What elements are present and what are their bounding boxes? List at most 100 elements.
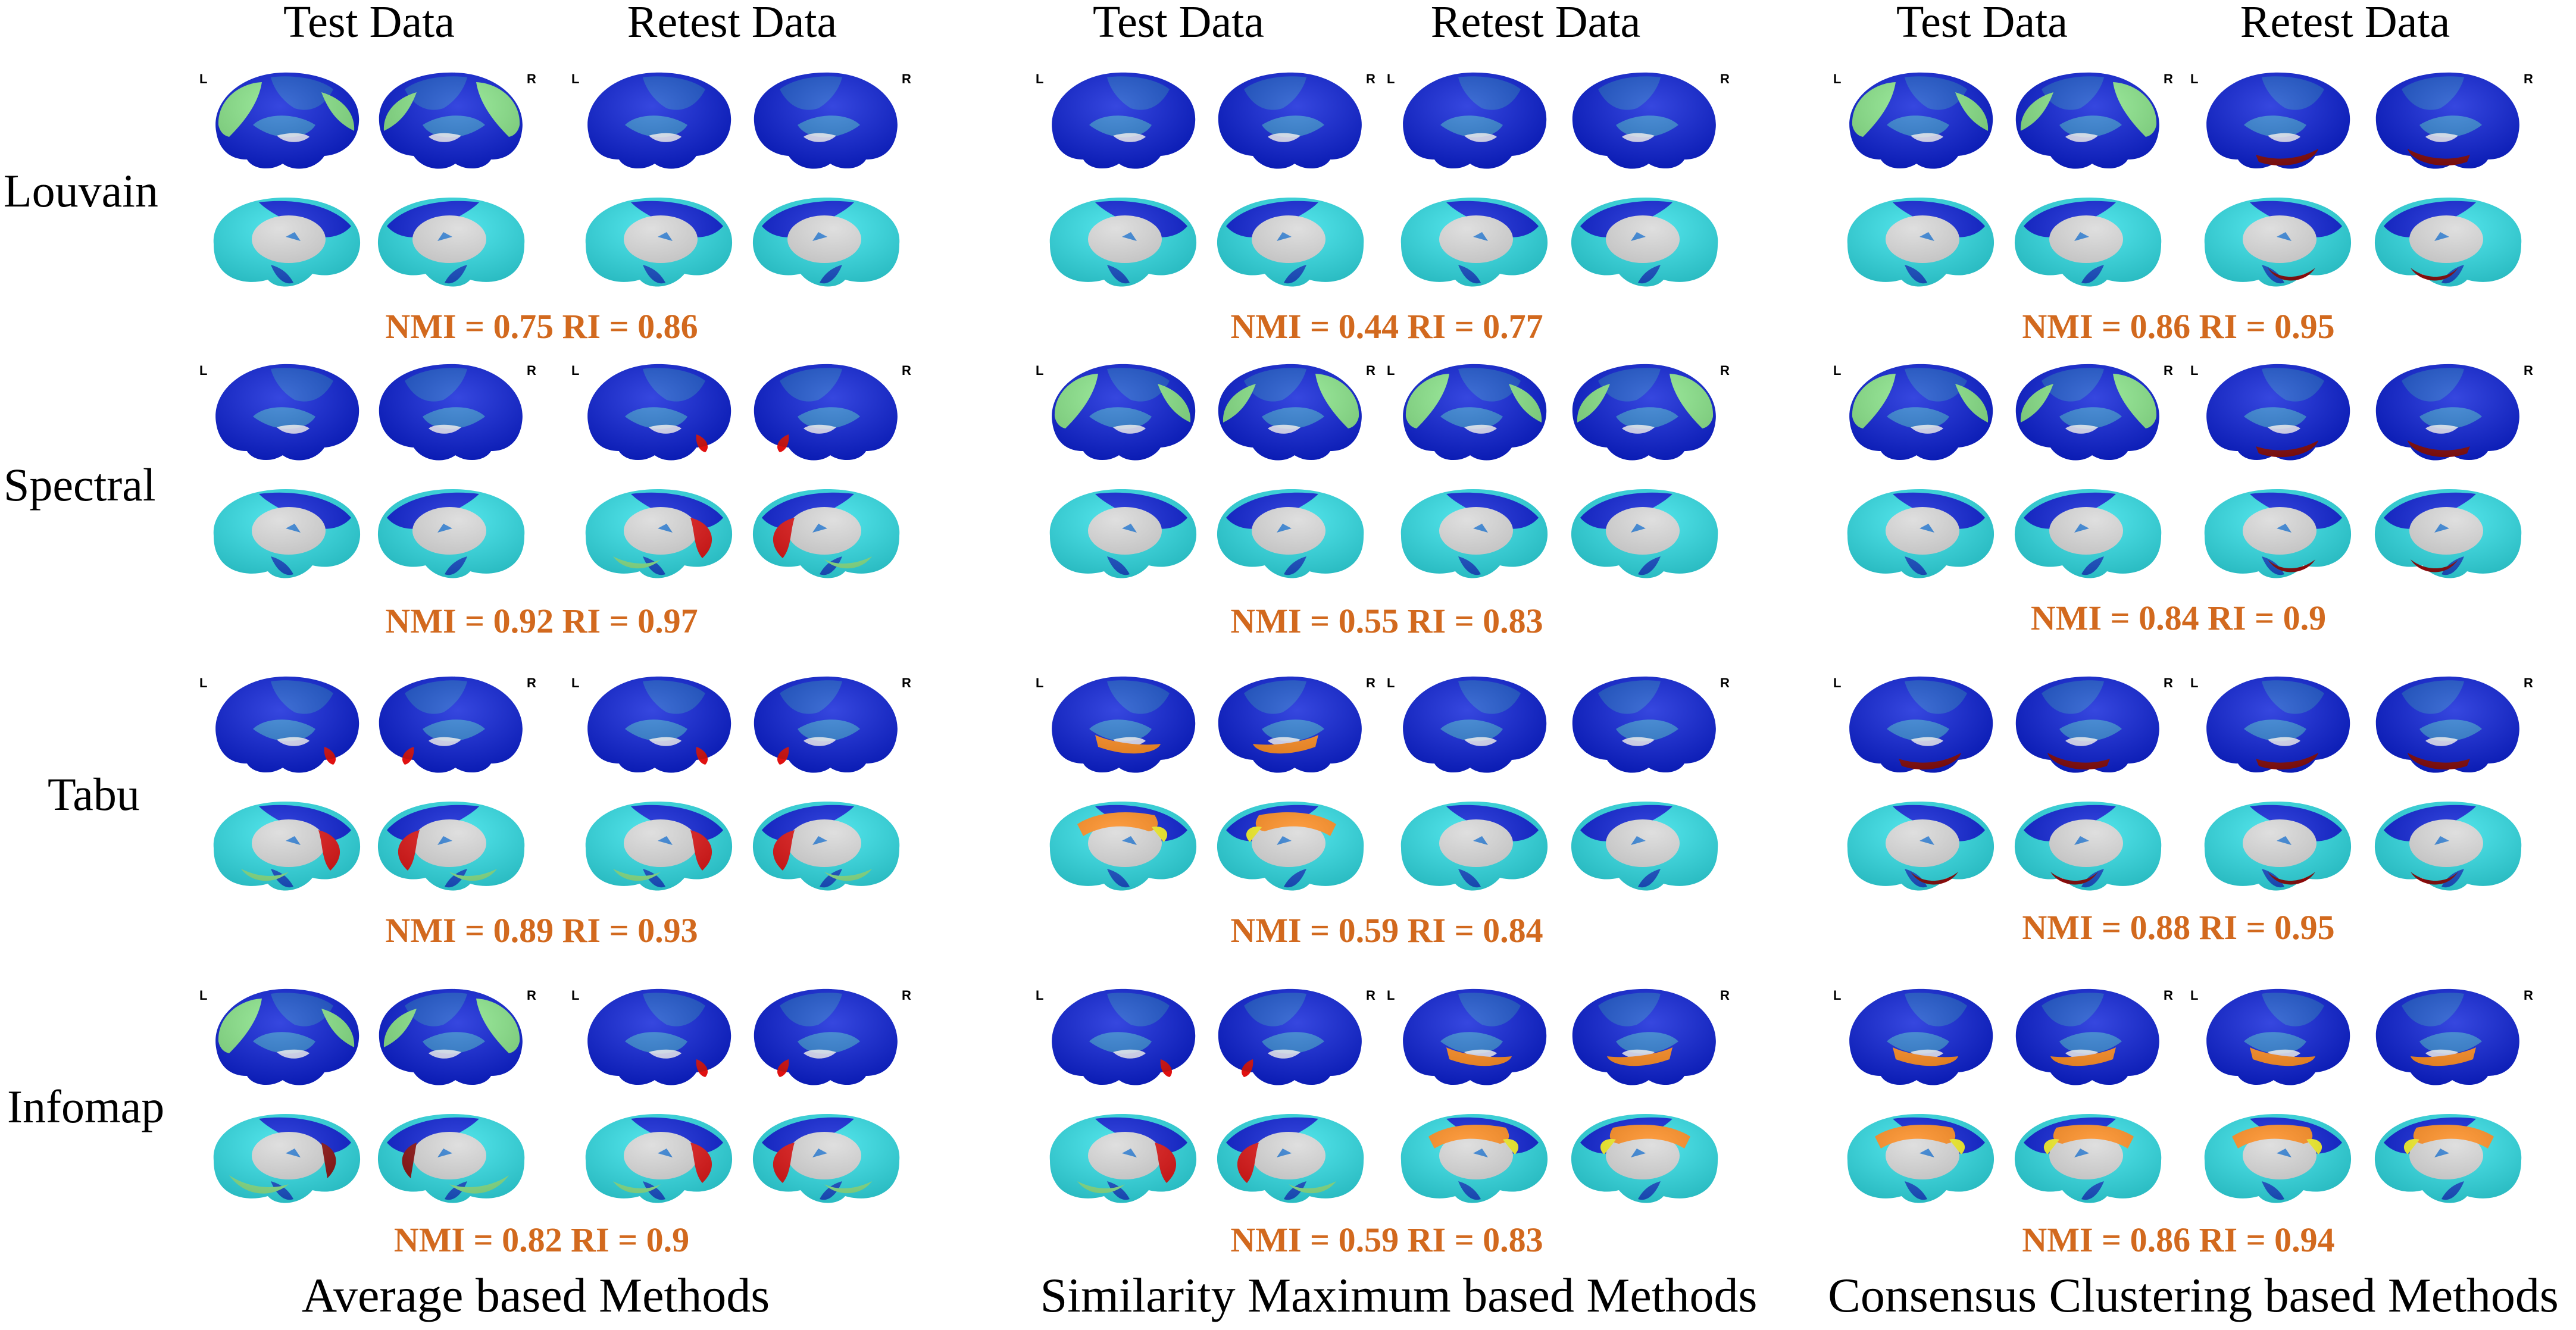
consensus-retest-medial-brain-tabu	[2369, 788, 2530, 905]
consensus-test-medial-brain-tabu	[1839, 788, 2000, 905]
hemisphere-right-label: R	[527, 363, 536, 378]
consensus-test-medial-brain-infomap	[1839, 1101, 2000, 1217]
hemisphere-right-label: R	[1720, 363, 1730, 378]
hemisphere-left-label: L	[199, 675, 208, 690]
consensus-test-lateral-brain-spectral	[1839, 357, 2000, 473]
consensus-test-lateral-brain-spectral	[2009, 357, 2169, 473]
similarity-retest-lateral-brain-infomap	[1393, 982, 1553, 1098]
hemisphere-right-label: R	[902, 675, 911, 690]
consensus-test-lateral-brain-louvain	[2009, 65, 2169, 181]
hemisphere-right-label: R	[1720, 675, 1730, 690]
consensus-retest-lateral-brain-tabu	[2196, 669, 2357, 786]
similarity-test-lateral-brain-spectral	[1042, 357, 1202, 473]
footer-consensus: Consensus Clustering based Methods	[1828, 1268, 2559, 1322]
hemisphere-left-label: L	[1036, 363, 1044, 378]
consensus-retest-medial-brain-tabu	[2196, 788, 2357, 905]
similarity-test-lateral-brain-louvain	[1211, 65, 1372, 181]
hemisphere-left-label: L	[1036, 675, 1044, 690]
consensus-retest-lateral-brain-infomap	[2369, 982, 2530, 1098]
hemisphere-left-label: L	[2190, 675, 2199, 690]
similarity-test-lateral-brain-spectral	[1211, 357, 1372, 473]
hemisphere-right-label: R	[1720, 988, 1730, 1003]
hemisphere-right-label: R	[2164, 71, 2173, 86]
average-retest-lateral-brain-spectral	[577, 357, 738, 473]
similarity-retest-medial-brain-spectral	[1565, 476, 1726, 592]
hemisphere-left-label: L	[571, 363, 580, 378]
average-retest-lateral-brain-louvain	[577, 65, 738, 181]
similarity-test-lateral-brain-tabu	[1042, 669, 1202, 786]
metric-consensus-spectral: NMI = 0.84 RI = 0.9	[2030, 599, 2327, 637]
average-test-medial-brain-infomap	[372, 1101, 533, 1217]
row-label-tabu: Tabu	[48, 768, 140, 820]
average-retest-lateral-brain-louvain	[747, 65, 908, 181]
hemisphere-right-label: R	[1366, 988, 1375, 1003]
average-test-lateral-brain-infomap	[205, 982, 366, 1098]
panel2-test-header: Test Data	[1092, 0, 1264, 47]
hemisphere-right-label: R	[527, 675, 536, 690]
consensus-test-medial-brain-spectral	[1839, 476, 2000, 592]
hemisphere-right-label: R	[2164, 363, 2173, 378]
similarity-test-lateral-brain-louvain	[1042, 65, 1202, 181]
average-retest-medial-brain-tabu	[577, 788, 738, 905]
panel2-retest-header: Retest Data	[1430, 0, 1641, 47]
average-retest-lateral-brain-infomap	[747, 982, 908, 1098]
hemisphere-right-label: R	[1366, 675, 1375, 690]
hemisphere-right-label: R	[2164, 988, 2173, 1003]
metric-consensus-tabu: NMI = 0.88 RI = 0.95	[2022, 908, 2335, 947]
metric-consensus-louvain: NMI = 0.86 RI = 0.95	[2022, 307, 2335, 346]
metric-similarity-infomap: NMI = 0.59 RI = 0.83	[1230, 1221, 1543, 1259]
hemisphere-right-label: R	[527, 71, 536, 86]
average-retest-medial-brain-spectral	[577, 476, 738, 592]
metric-similarity-spectral: NMI = 0.55 RI = 0.83	[1230, 602, 1543, 640]
panel1-retest-header: Retest Data	[627, 0, 837, 47]
hemisphere-right-label: R	[1366, 71, 1375, 86]
consensus-test-lateral-brain-tabu	[2009, 669, 2169, 786]
row-label-infomap: Infomap	[7, 1081, 165, 1132]
similarity-test-lateral-brain-infomap	[1042, 982, 1202, 1098]
similarity-retest-lateral-brain-tabu	[1565, 669, 1726, 786]
hemisphere-left-label: L	[1833, 71, 1842, 86]
footer-average: Average based Methods	[301, 1268, 770, 1322]
average-test-medial-brain-infomap	[205, 1101, 366, 1217]
consensus-test-medial-brain-louvain	[2009, 184, 2169, 301]
consensus-retest-medial-brain-louvain	[2196, 184, 2357, 301]
average-test-medial-brain-spectral	[372, 476, 533, 592]
similarity-test-medial-brain-tabu	[1211, 788, 1372, 905]
similarity-test-medial-brain-louvain	[1042, 184, 1202, 301]
consensus-retest-lateral-brain-spectral	[2369, 357, 2530, 473]
average-retest-lateral-brain-infomap	[577, 982, 738, 1098]
similarity-retest-medial-brain-tabu	[1393, 788, 1553, 905]
average-test-medial-brain-tabu	[372, 788, 533, 905]
consensus-test-medial-brain-spectral	[2009, 476, 2169, 592]
consensus-retest-medial-brain-spectral	[2369, 476, 2530, 592]
consensus-retest-lateral-brain-tabu	[2369, 669, 2530, 786]
hemisphere-left-label: L	[1036, 988, 1044, 1003]
similarity-test-medial-brain-spectral	[1042, 476, 1202, 592]
hemisphere-right-label: R	[2524, 363, 2533, 378]
average-test-lateral-brain-spectral	[372, 357, 533, 473]
consensus-test-lateral-brain-infomap	[1839, 982, 2000, 1098]
hemisphere-left-label: L	[199, 71, 208, 86]
hemisphere-right-label: R	[2524, 675, 2533, 690]
hemisphere-left-label: L	[571, 71, 580, 86]
panel3-retest-header: Retest Data	[2240, 0, 2450, 47]
hemisphere-right-label: R	[2164, 675, 2173, 690]
consensus-retest-lateral-brain-spectral	[2196, 357, 2357, 473]
hemisphere-left-label: L	[1387, 988, 1395, 1003]
average-test-lateral-brain-tabu	[205, 669, 366, 786]
similarity-retest-lateral-brain-spectral	[1565, 357, 1726, 473]
similarity-test-medial-brain-louvain	[1211, 184, 1372, 301]
hemisphere-left-label: L	[1833, 988, 1842, 1003]
similarity-retest-lateral-brain-infomap	[1565, 982, 1726, 1098]
metric-similarity-tabu: NMI = 0.59 RI = 0.84	[1230, 911, 1543, 950]
consensus-test-lateral-brain-infomap	[2009, 982, 2169, 1098]
average-retest-medial-brain-louvain	[577, 184, 738, 301]
average-test-medial-brain-louvain	[205, 184, 366, 301]
hemisphere-right-label: R	[527, 988, 536, 1003]
hemisphere-left-label: L	[1387, 71, 1395, 86]
average-test-lateral-brain-infomap	[372, 982, 533, 1098]
consensus-test-medial-brain-tabu	[2009, 788, 2169, 905]
similarity-retest-medial-brain-infomap	[1393, 1101, 1553, 1217]
average-retest-medial-brain-spectral	[747, 476, 908, 592]
similarity-retest-medial-brain-tabu	[1565, 788, 1726, 905]
